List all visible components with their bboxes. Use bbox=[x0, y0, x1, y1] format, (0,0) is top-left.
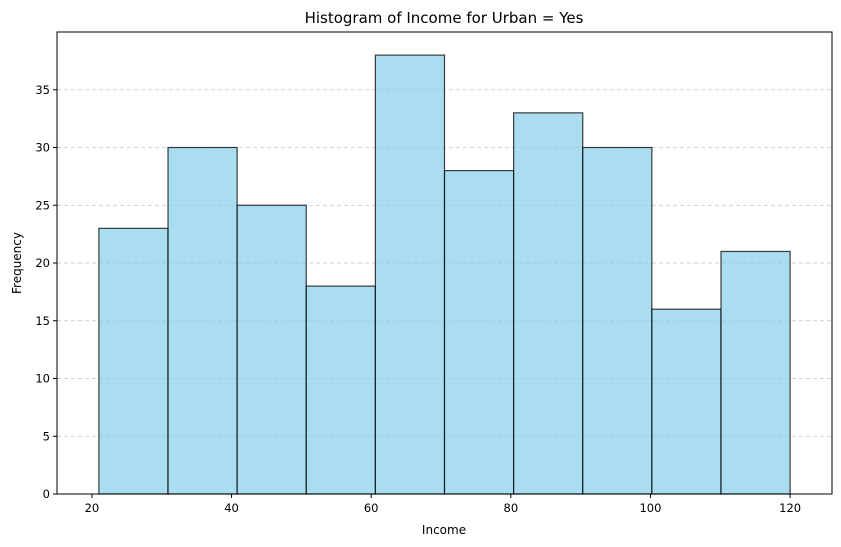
histogram-bar bbox=[236, 204, 307, 495]
y-axis-label: Frequency bbox=[10, 232, 24, 294]
y-tick-label: 10 bbox=[35, 372, 50, 386]
histogram-bar bbox=[513, 112, 584, 495]
y-axis-ticks: 0 5 10 15 20 25 30 35 bbox=[35, 83, 57, 501]
y-tick-label: 30 bbox=[35, 141, 50, 155]
bar-layer bbox=[98, 54, 791, 495]
y-tick-label: 15 bbox=[35, 314, 50, 328]
histogram-bar bbox=[98, 227, 169, 495]
x-tick-label: 20 bbox=[85, 501, 100, 515]
histogram-bar bbox=[167, 146, 238, 495]
x-tick-label: 40 bbox=[224, 501, 239, 515]
histogram-bar bbox=[443, 170, 515, 495]
x-axis-label: Income bbox=[422, 523, 466, 537]
histogram-bar bbox=[651, 308, 722, 495]
x-tick-label: 80 bbox=[504, 501, 519, 515]
y-tick-label: 20 bbox=[35, 256, 50, 270]
x-axis-ticks: 20 40 60 80 100 120 bbox=[85, 494, 801, 515]
y-tick-label: 25 bbox=[35, 198, 50, 212]
histogram-bar bbox=[305, 285, 376, 495]
x-tick-label: 60 bbox=[364, 501, 379, 515]
y-tick-label: 35 bbox=[35, 83, 50, 97]
y-tick-label: 5 bbox=[43, 429, 50, 443]
chart-title: Histogram of Income for Urban = Yes bbox=[305, 9, 584, 27]
x-tick-label: 120 bbox=[779, 501, 801, 515]
y-tick-label: 0 bbox=[43, 487, 50, 501]
histogram-bar bbox=[582, 146, 653, 495]
histogram-bar bbox=[720, 250, 791, 495]
x-tick-label: 100 bbox=[639, 501, 661, 515]
histogram-bar bbox=[374, 54, 446, 495]
